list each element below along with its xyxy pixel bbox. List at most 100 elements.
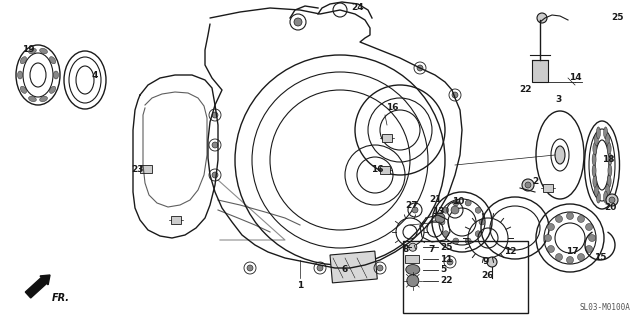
Ellipse shape xyxy=(479,219,485,225)
Text: 13: 13 xyxy=(432,207,444,217)
Bar xyxy=(382,134,392,142)
Ellipse shape xyxy=(465,200,471,206)
Ellipse shape xyxy=(439,219,445,225)
Text: 25: 25 xyxy=(611,13,623,23)
Bar xyxy=(543,184,553,192)
Text: 8: 8 xyxy=(403,246,409,255)
Ellipse shape xyxy=(29,96,36,102)
Ellipse shape xyxy=(20,57,26,64)
Ellipse shape xyxy=(475,207,481,213)
Ellipse shape xyxy=(547,224,554,231)
Text: 17: 17 xyxy=(566,248,579,256)
Circle shape xyxy=(522,179,534,191)
Circle shape xyxy=(537,13,547,23)
Circle shape xyxy=(487,257,497,267)
Ellipse shape xyxy=(592,165,596,177)
Text: 5: 5 xyxy=(440,265,446,274)
Circle shape xyxy=(407,275,419,287)
Ellipse shape xyxy=(547,246,554,253)
Ellipse shape xyxy=(604,191,607,203)
Ellipse shape xyxy=(453,200,459,206)
Bar xyxy=(405,255,419,263)
Ellipse shape xyxy=(556,254,563,261)
Text: SL03-M0100A: SL03-M0100A xyxy=(579,303,630,312)
Ellipse shape xyxy=(443,207,449,213)
Ellipse shape xyxy=(607,175,611,187)
Circle shape xyxy=(212,112,218,118)
Bar xyxy=(330,251,377,283)
Ellipse shape xyxy=(595,184,598,197)
Ellipse shape xyxy=(596,127,600,139)
Ellipse shape xyxy=(605,184,610,197)
Ellipse shape xyxy=(592,153,596,165)
Circle shape xyxy=(435,213,445,223)
Circle shape xyxy=(451,206,459,214)
Ellipse shape xyxy=(443,231,449,237)
Ellipse shape xyxy=(586,246,593,253)
Ellipse shape xyxy=(475,231,481,237)
Text: 7: 7 xyxy=(429,246,435,255)
Ellipse shape xyxy=(40,48,47,54)
Text: 6: 6 xyxy=(342,265,348,275)
Ellipse shape xyxy=(595,134,598,145)
Text: 27: 27 xyxy=(406,201,419,210)
Circle shape xyxy=(409,243,417,251)
Ellipse shape xyxy=(49,57,56,64)
Ellipse shape xyxy=(465,238,471,244)
Bar xyxy=(171,216,181,224)
Ellipse shape xyxy=(17,71,22,79)
Circle shape xyxy=(452,92,458,98)
Ellipse shape xyxy=(29,48,36,54)
Text: 16: 16 xyxy=(371,166,383,174)
Ellipse shape xyxy=(577,254,584,261)
Circle shape xyxy=(609,197,615,203)
Text: 2: 2 xyxy=(532,177,538,187)
Ellipse shape xyxy=(577,215,584,222)
Ellipse shape xyxy=(49,86,56,93)
Text: 26: 26 xyxy=(482,271,494,279)
Text: 20: 20 xyxy=(604,204,616,212)
Ellipse shape xyxy=(566,212,573,219)
Text: 25: 25 xyxy=(440,243,452,252)
Text: 24: 24 xyxy=(352,4,364,12)
Ellipse shape xyxy=(566,256,573,263)
Text: 10: 10 xyxy=(452,197,464,206)
Ellipse shape xyxy=(593,175,597,187)
Circle shape xyxy=(212,172,218,178)
Text: 22: 22 xyxy=(440,276,452,285)
Circle shape xyxy=(317,265,323,271)
Ellipse shape xyxy=(556,215,563,222)
Ellipse shape xyxy=(406,264,420,275)
Bar xyxy=(532,60,548,82)
Text: 16: 16 xyxy=(386,103,398,113)
Circle shape xyxy=(212,142,218,148)
Text: 18: 18 xyxy=(602,155,614,165)
Text: 22: 22 xyxy=(519,85,531,94)
Ellipse shape xyxy=(596,191,600,203)
Text: 9: 9 xyxy=(483,257,489,266)
Ellipse shape xyxy=(608,153,612,165)
Text: 15: 15 xyxy=(594,254,606,263)
Text: 19: 19 xyxy=(22,46,35,55)
Bar xyxy=(403,241,528,313)
Ellipse shape xyxy=(605,134,610,145)
Circle shape xyxy=(417,65,423,71)
Ellipse shape xyxy=(545,234,552,241)
FancyArrow shape xyxy=(26,275,50,298)
Bar xyxy=(140,165,152,173)
Ellipse shape xyxy=(608,165,612,177)
Circle shape xyxy=(606,194,618,206)
Text: FR.: FR. xyxy=(52,293,70,303)
Circle shape xyxy=(412,207,418,213)
Ellipse shape xyxy=(593,143,597,155)
Circle shape xyxy=(377,265,383,271)
Text: 21: 21 xyxy=(429,196,441,204)
Ellipse shape xyxy=(555,146,565,164)
Ellipse shape xyxy=(604,127,607,139)
Ellipse shape xyxy=(40,96,47,102)
Circle shape xyxy=(525,182,531,188)
Circle shape xyxy=(447,259,453,265)
Text: 12: 12 xyxy=(504,248,516,256)
Ellipse shape xyxy=(54,71,58,79)
Text: 3: 3 xyxy=(555,95,561,105)
